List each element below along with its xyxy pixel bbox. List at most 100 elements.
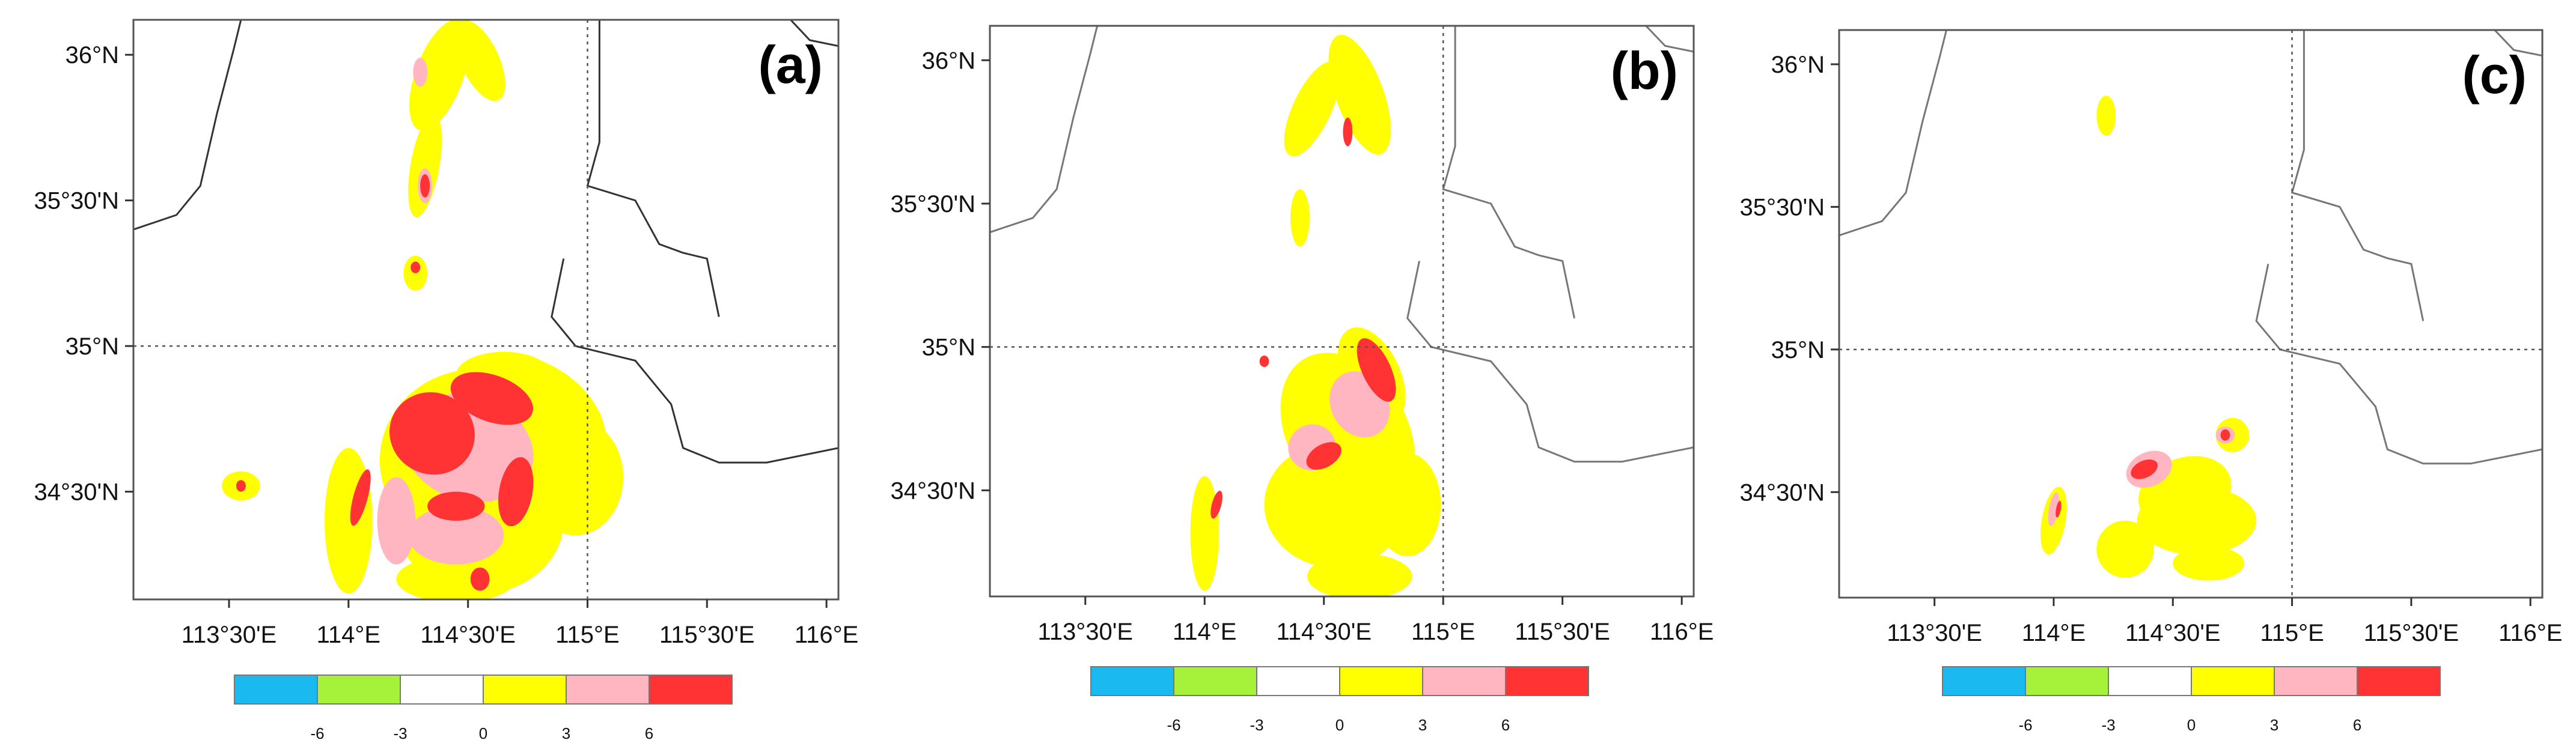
colorbar-label: -6 (1167, 716, 1180, 734)
colorbar-label: -3 (1250, 716, 1263, 734)
map-frame (989, 25, 1695, 598)
lat-tick-label: 34°30'N (890, 478, 975, 504)
panel-letter-label: (a) (758, 35, 823, 94)
contour-low-region (2173, 546, 2245, 581)
contour-high-region (1357, 338, 1396, 402)
lon-tick-label: 115°E (555, 622, 619, 648)
boundary-line (133, 20, 242, 231)
colorbar-swatch (1942, 666, 2026, 696)
contour-low-region (2096, 96, 2116, 136)
lat-tick-label: 34°30'N (34, 479, 119, 506)
map-content (1839, 30, 2542, 598)
lon-tick-label: 115°E (1411, 619, 1475, 645)
map-panel-b: 36°N 35°30'N 35°N 34°30'N 113°30'E 114°E 114°3… (890, 25, 1714, 734)
colorbar-swatch (1256, 666, 1340, 696)
contour-low-region (1290, 189, 1310, 247)
contour-high-region (450, 372, 533, 425)
colorbar-label: 6 (645, 724, 653, 742)
colorbar-label: -3 (2101, 716, 2115, 734)
map-panel-a: 36°N 35°30'N 35°N 34°30'N 113°30'E 114°E 114°3… (34, 19, 858, 742)
colorbar-label: 0 (1335, 716, 1344, 734)
contour-low-region (408, 114, 442, 217)
map-content (990, 26, 1694, 596)
contour-low-region (528, 419, 624, 536)
lat-tick-label: 35°N (922, 335, 975, 361)
lon-tick-label: 114°E (2022, 620, 2086, 646)
colorbar-swatch (2274, 666, 2358, 696)
contour-high-region (411, 261, 421, 273)
boundary-line (2291, 30, 2425, 321)
colorbar-swatch (1090, 666, 1174, 696)
lon-tick-label: 113°30'E (182, 622, 277, 648)
contour-mid-region (408, 506, 504, 565)
boundary-line (1839, 30, 1947, 237)
contour-high-region (1306, 442, 1341, 470)
colorbar-swatch (2108, 666, 2192, 696)
colorbar-label: 0 (479, 724, 487, 742)
lon-tick-label: 114°30'E (2125, 620, 2221, 646)
lon-tick-label: 113°30'E (1037, 619, 1133, 645)
contour-low-region (1264, 441, 1408, 568)
lat-tick-label: 35°N (66, 333, 119, 360)
colorbar-label: 6 (1501, 716, 1510, 734)
colorbar-swatch (483, 675, 567, 705)
map-panel-c: 36°N 35°30'N 35°N 34°30'N 113°30'E 114°E 114°3… (1739, 29, 2562, 734)
lon-tick-label: 115°30'E (2364, 620, 2459, 646)
boundary-line (990, 26, 1099, 234)
contour-low-region (1328, 35, 1391, 155)
panel-letter-label: (b) (1611, 41, 1678, 100)
lat-tick-label: 34°30'N (1739, 479, 1825, 506)
boundary-line (586, 20, 720, 317)
colorbar-label: -3 (393, 724, 407, 742)
lon-tick-label: 116°E (2498, 620, 2562, 646)
colorbar-swatch (2191, 666, 2275, 696)
lat-tick-label: 36°N (66, 42, 119, 68)
map-frame (1838, 29, 2544, 599)
lat-tick-label: 35°30'N (1739, 194, 1825, 220)
contour-high-region (427, 491, 485, 521)
contour-low-region (454, 20, 505, 102)
lon-tick-label: 115°30'E (659, 622, 755, 648)
lon-tick-label: 113°30'E (1887, 620, 1982, 646)
colorbar-swatch (649, 675, 733, 705)
contour-low-region (1190, 476, 1219, 591)
boundary-line (790, 20, 838, 47)
colorbar-swatch (2025, 666, 2109, 696)
colorbar-label: -6 (310, 724, 324, 742)
contour-low-region (1307, 553, 1412, 596)
colorbar-swatch (1422, 666, 1506, 696)
boundary-line (1645, 26, 1694, 53)
contour-high-region (2220, 429, 2230, 441)
colorbar-swatch (1339, 666, 1423, 696)
boundary-line (2255, 264, 2542, 465)
lon-tick-label: 114°E (317, 622, 380, 648)
colorbar-swatch (400, 675, 484, 705)
contour-high-region (236, 480, 246, 492)
lon-tick-label: 116°E (795, 622, 858, 648)
lat-tick-label: 35°30'N (34, 188, 119, 214)
panel-letter-label: (c) (2462, 45, 2527, 105)
colorbar-swatch (2357, 666, 2441, 696)
contour-low-region (2096, 520, 2154, 578)
lon-tick-label: 116°E (1650, 619, 1714, 645)
contour-low-region (396, 556, 516, 599)
contour-high-region (498, 457, 534, 527)
colorbar-label: 3 (562, 724, 570, 742)
contour-mid-region (413, 58, 428, 87)
colorbar-swatch (234, 675, 318, 705)
contour-low-region (325, 447, 373, 594)
lat-tick-label: 35°N (1771, 337, 1825, 363)
boundary-line (2494, 30, 2542, 57)
map-content (133, 20, 838, 599)
colorbar-swatch (317, 675, 401, 705)
contour-mid-region (377, 477, 416, 565)
lon-tick-label: 115°30'E (1515, 619, 1610, 645)
colorbar-label: 3 (2270, 716, 2278, 734)
map-frame (132, 19, 840, 601)
contour-high-region (389, 392, 475, 475)
colorbar-swatch (566, 675, 650, 705)
contour-high-region (2056, 500, 2062, 518)
colorbar-label: -6 (2018, 716, 2032, 734)
lat-tick-label: 35°30'N (890, 191, 975, 217)
